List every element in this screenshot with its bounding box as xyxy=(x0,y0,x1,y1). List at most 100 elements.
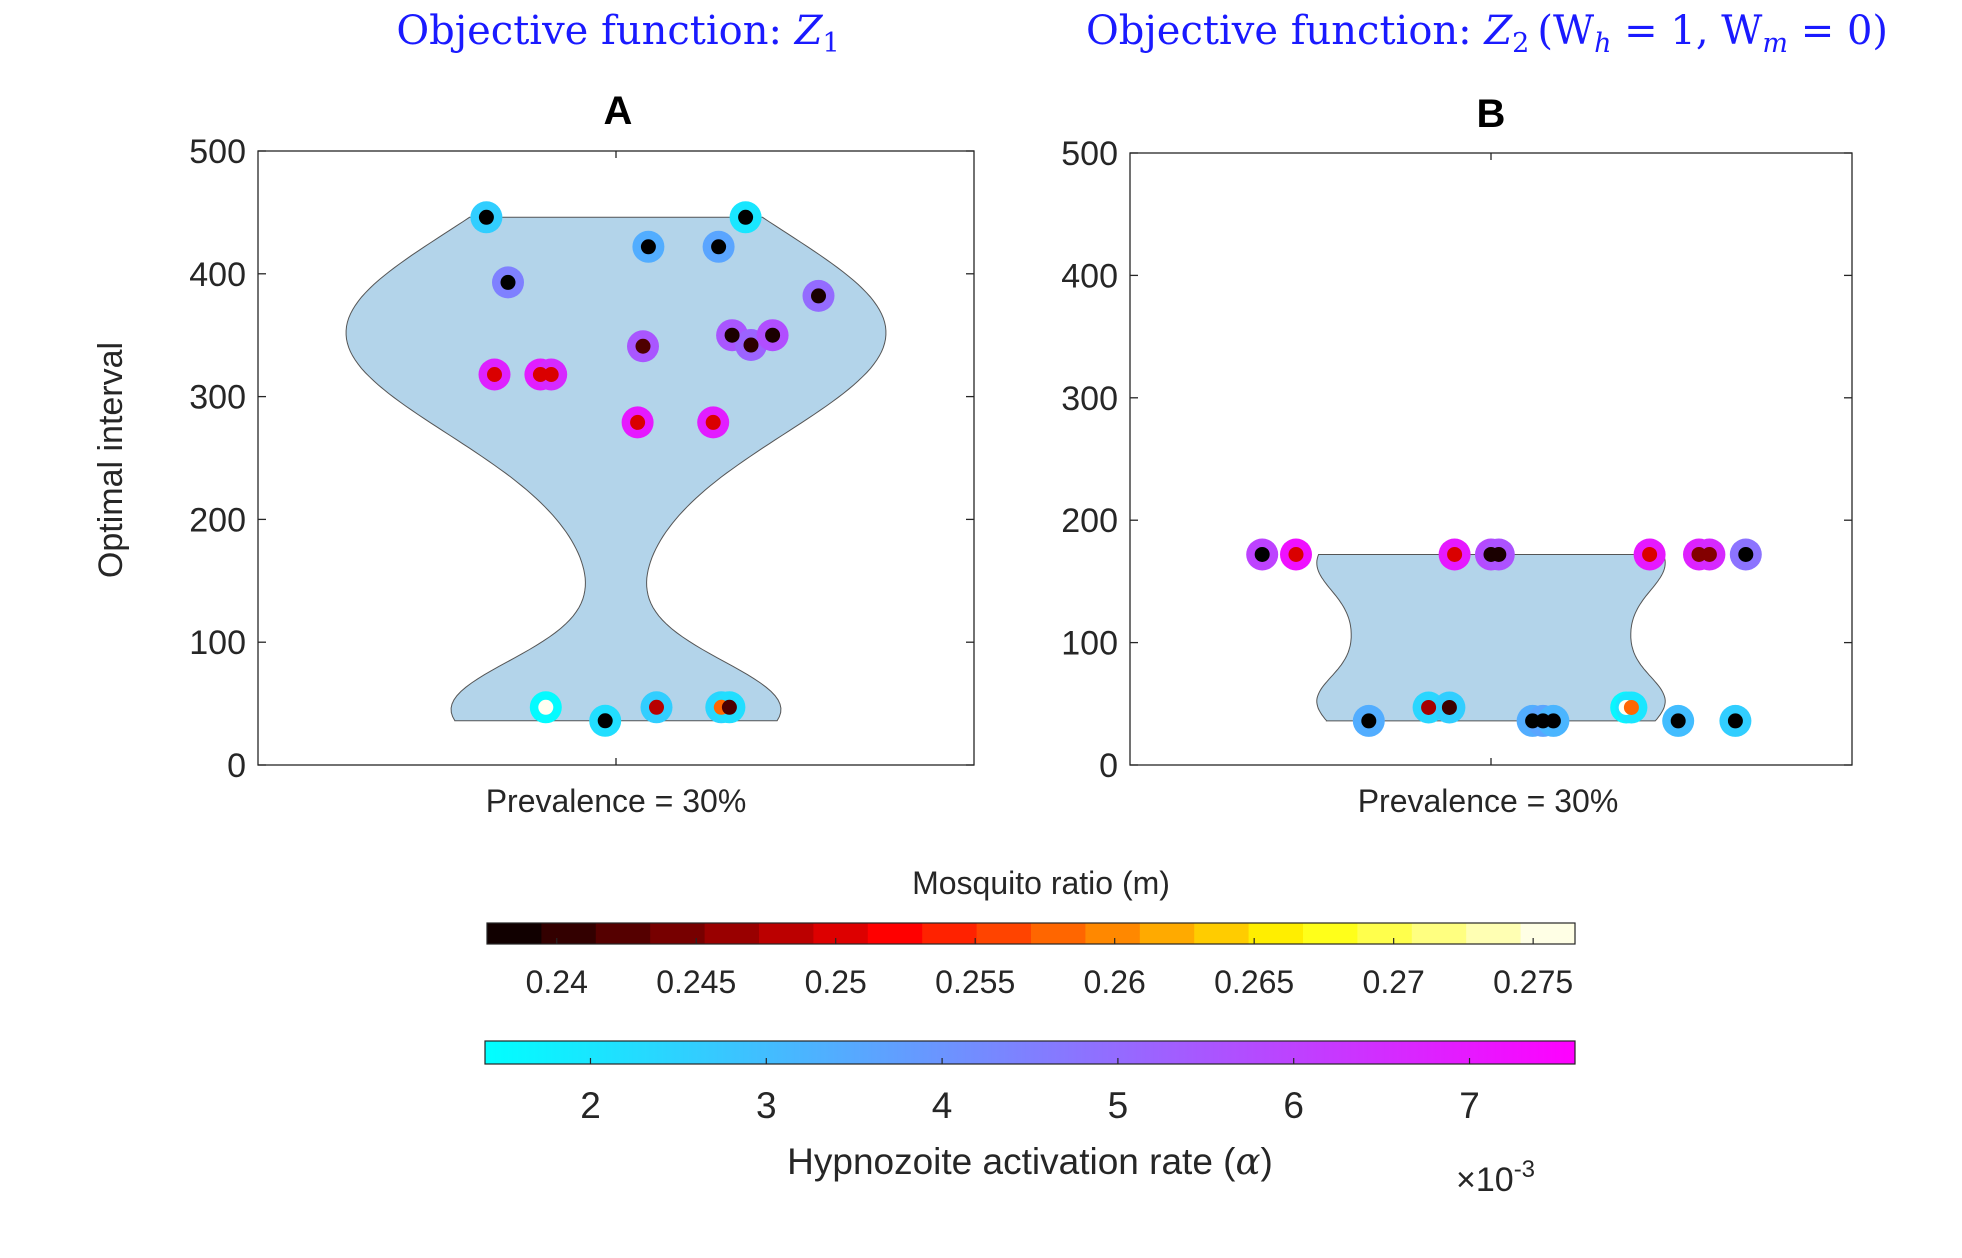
data-point-inner xyxy=(1670,713,1686,729)
activation-rate-exponent: ×10-3 xyxy=(1456,1156,1535,1199)
mosquito-ratio-swatch xyxy=(1085,923,1141,944)
data-point-inner xyxy=(532,366,548,382)
data-point-inner xyxy=(1623,699,1639,715)
data-point-inner xyxy=(635,338,651,354)
mosquito-ratio-colorbar: Mosquito ratio (m) 0.24 0.245 0.25 0.255 0.2… xyxy=(486,865,1576,1000)
data-point-inner xyxy=(1642,546,1658,562)
activation-rate-tick-label: 6 xyxy=(1283,1085,1304,1126)
data-point-inner xyxy=(1441,699,1457,715)
y-tick-label: 0 xyxy=(1099,747,1118,785)
mosquito-ratio-colorbar-title: Mosquito ratio (m) xyxy=(912,865,1170,901)
data-point-inner xyxy=(1254,546,1270,562)
data-point-inner xyxy=(765,327,781,343)
data-point-inner xyxy=(543,366,559,382)
data-point-inner xyxy=(724,327,740,343)
activation-rate-ticks: 2 3 4 5 6 7 xyxy=(580,1058,1480,1126)
mosquito-ratio-swatch xyxy=(1139,923,1195,944)
mosquito-ratio-tick-label: 0.27 xyxy=(1363,964,1425,1000)
mosquito-ratio-swatch xyxy=(1031,923,1086,944)
mosquito-ratio-tick-label: 0.25 xyxy=(805,964,867,1000)
y-axis-label: Optimal interval xyxy=(92,342,130,578)
data-point-inner xyxy=(1525,713,1541,729)
data-point-inner xyxy=(1535,713,1551,729)
data-point-inner xyxy=(1421,699,1437,715)
data-point-inner xyxy=(597,713,613,729)
mosquito-ratio-swatch xyxy=(976,923,1032,944)
data-point-inner xyxy=(1545,713,1561,729)
activation-rate-colorbar-title: Hypnozoite activation rate (α) xyxy=(787,1140,1273,1183)
y-tick-label: 200 xyxy=(1061,502,1118,540)
activation-rate-gradient xyxy=(484,1040,1576,1065)
panel-a: A Optimal interval 0 100 200 300 400 500 Prev… xyxy=(92,89,975,819)
y-tick-label: 500 xyxy=(189,133,246,171)
mosquito-ratio-swatches xyxy=(487,923,1576,944)
y-tick-label: 100 xyxy=(189,624,246,662)
data-point-inner xyxy=(1361,713,1377,729)
mosquito-ratio-tick-label: 0.26 xyxy=(1084,964,1146,1000)
mosquito-ratio-swatch xyxy=(1411,923,1467,944)
mosquito-ratio-swatch xyxy=(650,923,706,944)
activation-rate-tick-label: 4 xyxy=(932,1085,953,1126)
panel-a-x-label: Prevalence = 30% xyxy=(486,783,747,819)
mosquito-ratio-tick-label: 0.245 xyxy=(656,964,736,1000)
data-point-inner xyxy=(743,337,759,353)
y-tick-label: 100 xyxy=(1061,625,1118,663)
panel-b-header: Objective function: Z2 (Wh = 1, Wm = 0) xyxy=(1086,8,1888,59)
data-point-inner xyxy=(478,209,494,225)
activation-rate-tick-label: 3 xyxy=(756,1085,777,1126)
data-point-inner xyxy=(630,414,646,430)
data-point-inner xyxy=(538,699,554,715)
data-point-inner xyxy=(1491,546,1507,562)
mosquito-ratio-swatch xyxy=(1357,923,1413,944)
panel-b-x-label: Prevalence = 30% xyxy=(1358,783,1619,819)
panel-a-points xyxy=(470,201,835,737)
mosquito-ratio-colorbar-frame xyxy=(486,922,1576,945)
mosquito-ratio-swatch xyxy=(541,923,597,944)
panel-a-y-ticks: 0 100 200 300 400 500 xyxy=(189,133,974,785)
data-point-inner xyxy=(705,414,721,430)
data-point-inner xyxy=(811,288,826,304)
data-point-inner xyxy=(1701,546,1717,562)
y-tick-label: 400 xyxy=(189,256,246,294)
mosquito-ratio-swatch xyxy=(1466,923,1522,944)
data-point-inner xyxy=(500,274,516,290)
y-tick-label: 400 xyxy=(1061,257,1118,295)
mosquito-ratio-swatch xyxy=(595,923,651,944)
mosquito-ratio-swatch xyxy=(487,923,542,944)
mosquito-ratio-swatch xyxy=(704,923,760,944)
data-point-inner xyxy=(738,209,754,225)
mosquito-ratio-ticks: 0.24 0.245 0.25 0.255 0.26 0.265 0.27 0.275 xyxy=(526,938,1573,1000)
activation-rate-tick-label: 2 xyxy=(580,1085,601,1126)
panel-b-y-ticks: 0 100 200 300 400 500 xyxy=(1061,135,1852,785)
activation-rate-colorbar: 2 3 4 5 6 7 Hypnozoite activation rate (α) ×1… xyxy=(484,1040,1576,1199)
data-point-inner xyxy=(1738,546,1754,562)
panel-a-header: Objective function: Z1 xyxy=(396,8,839,59)
mosquito-ratio-swatch xyxy=(759,923,814,944)
data-point-inner xyxy=(649,699,664,715)
panel-a-title: A xyxy=(604,89,633,133)
mosquito-ratio-swatch xyxy=(813,923,869,944)
mosquito-ratio-tick-label: 0.275 xyxy=(1493,964,1573,1000)
panel-b: B 0 100 200 300 400 500 Prevalence = 30% xyxy=(1061,92,1853,819)
mosquito-ratio-tick-label: 0.24 xyxy=(526,964,588,1000)
data-point-inner xyxy=(640,239,656,255)
data-point-inner xyxy=(487,366,502,382)
panel-b-violin xyxy=(1316,554,1666,722)
panel-b-points xyxy=(1246,538,1762,737)
data-point-inner xyxy=(721,699,737,715)
y-tick-label: 300 xyxy=(189,379,246,417)
y-tick-label: 500 xyxy=(1061,135,1118,173)
data-point-inner xyxy=(1727,713,1743,729)
activation-rate-tick-label: 7 xyxy=(1459,1085,1480,1126)
mosquito-ratio-swatch xyxy=(1520,923,1576,944)
y-tick-label: 0 xyxy=(227,747,246,785)
mosquito-ratio-tick-label: 0.265 xyxy=(1214,964,1294,1000)
mosquito-ratio-swatch xyxy=(922,923,978,944)
y-tick-label: 200 xyxy=(189,501,246,539)
y-tick-label: 300 xyxy=(1061,380,1118,418)
activation-rate-tick-label: 5 xyxy=(1108,1085,1129,1126)
mosquito-ratio-swatch xyxy=(1303,923,1358,944)
mosquito-ratio-swatch xyxy=(1248,923,1304,944)
mosquito-ratio-tick-label: 0.255 xyxy=(935,964,1015,1000)
